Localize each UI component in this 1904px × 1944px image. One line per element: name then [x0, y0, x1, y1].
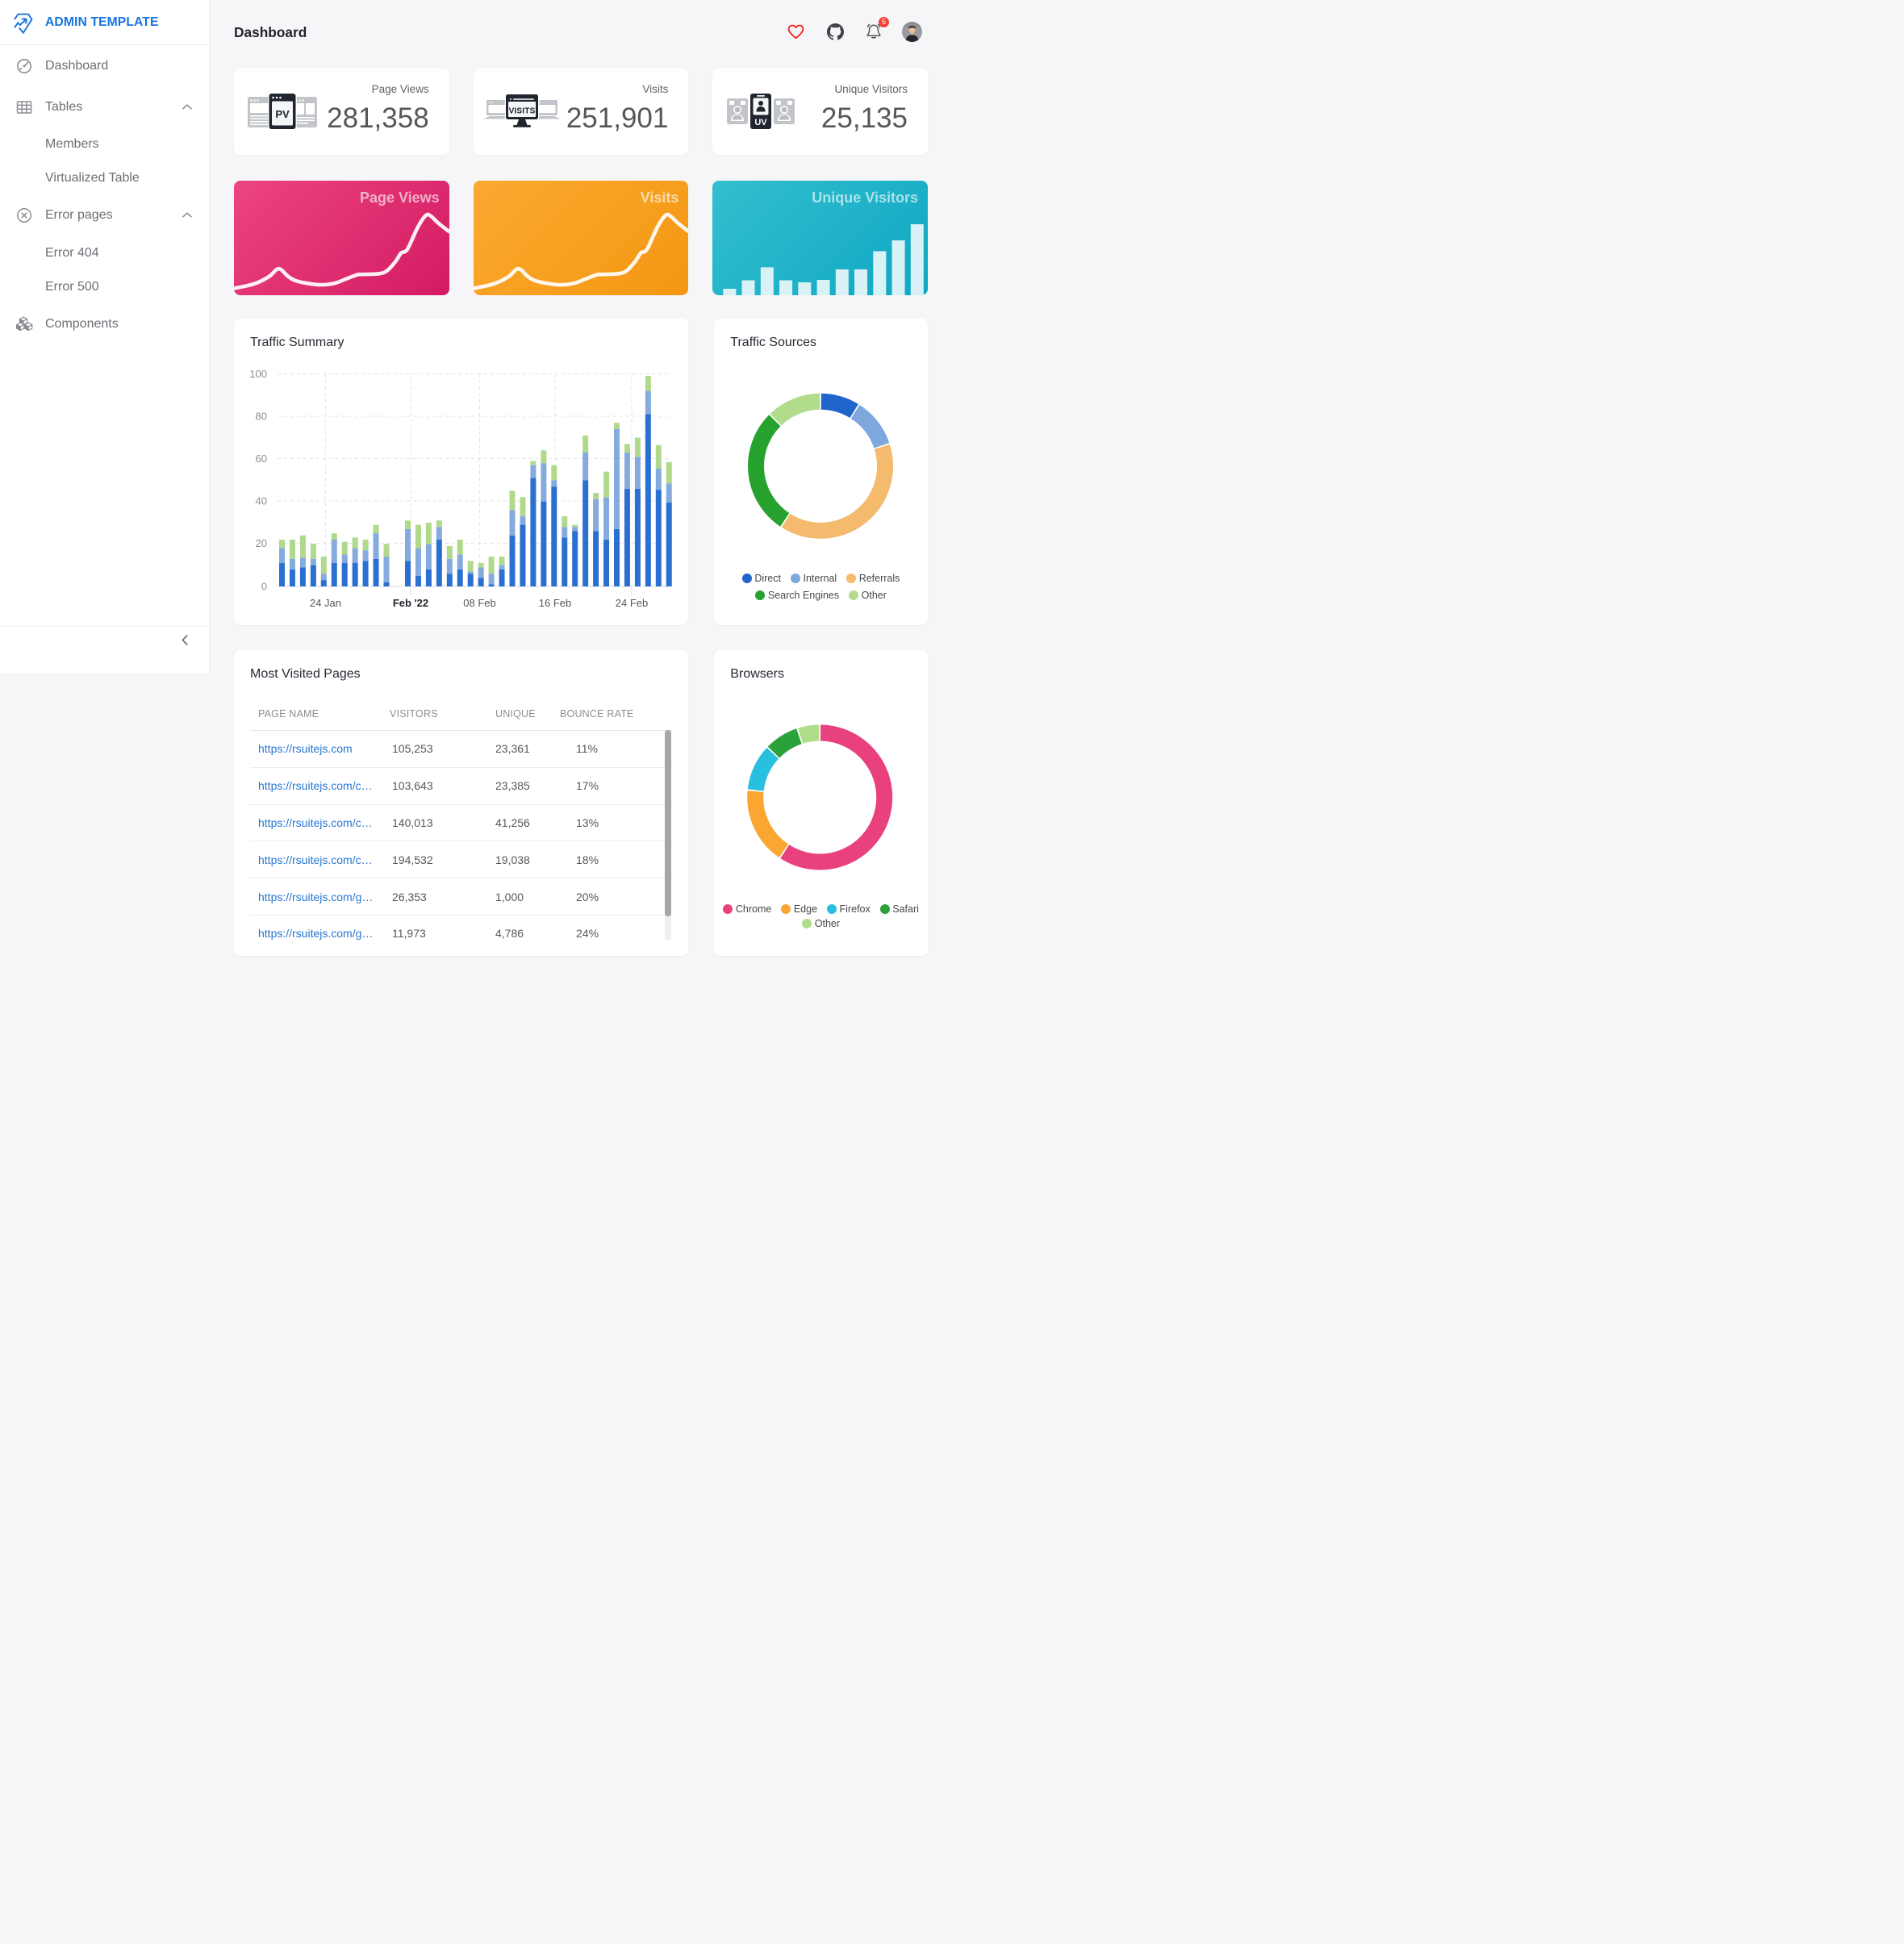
svg-text:0: 0: [261, 581, 267, 593]
svg-text:Feb '22: Feb '22: [393, 597, 428, 609]
svg-text:100: 100: [249, 368, 267, 380]
svg-text:40: 40: [256, 495, 267, 507]
svg-text:60: 60: [256, 453, 267, 465]
svg-text:UV: UV: [755, 118, 768, 127]
svg-text:PV: PV: [275, 108, 290, 120]
svg-text:80: 80: [256, 411, 267, 423]
svg-text:08 Feb: 08 Feb: [463, 597, 495, 609]
svg-text:24 Jan: 24 Jan: [310, 597, 341, 609]
svg-text:16 Feb: 16 Feb: [539, 597, 571, 609]
svg-text:VISITS: VISITS: [508, 107, 535, 116]
svg-text:20: 20: [256, 537, 267, 549]
svg-text:24 Feb: 24 Feb: [616, 597, 648, 609]
